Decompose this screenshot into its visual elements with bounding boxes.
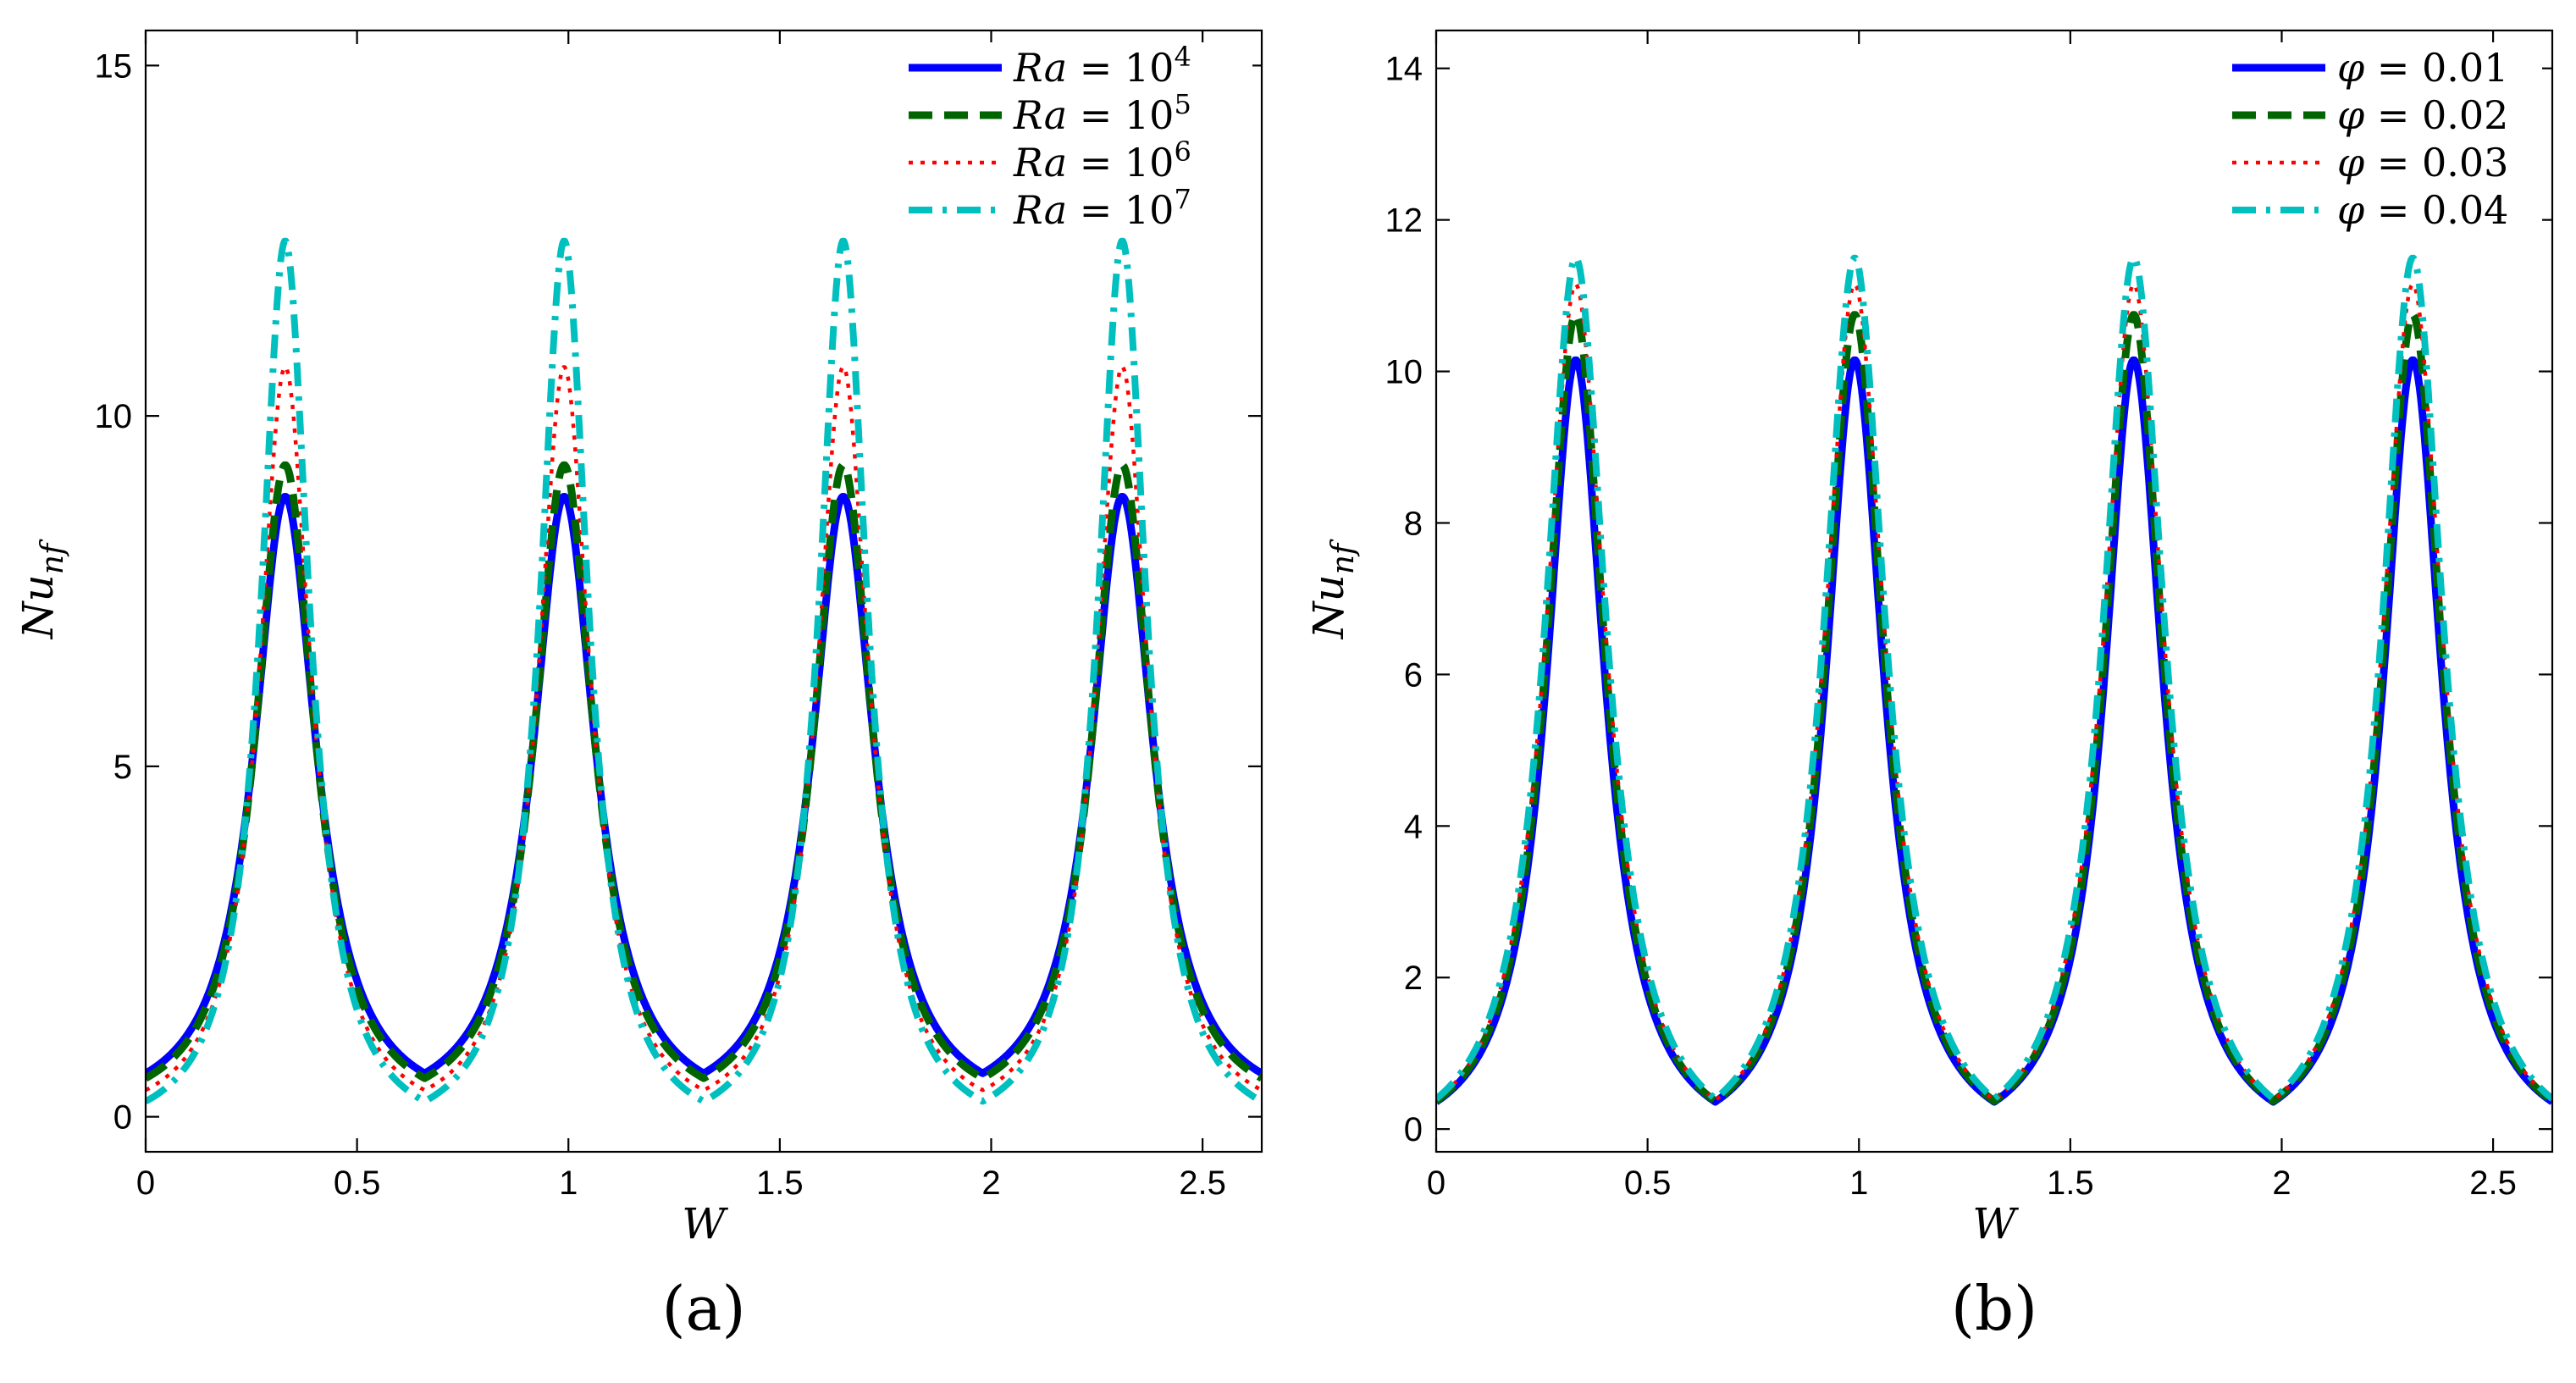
x-axis-label: W — [682, 1199, 728, 1248]
legend: φ = 0.01φ = 0.02φ = 0.03φ = 0.04 — [2225, 42, 2542, 237]
legend-label-3: Ra = 106 — [1013, 136, 1191, 185]
y-axis-label: Nunf — [1304, 539, 1361, 639]
y-tick-label: 2 — [1404, 960, 1423, 997]
series-line-1 — [1436, 356, 2552, 1106]
x-tick-label: 0.5 — [1624, 1164, 1672, 1202]
x-tick-label: 0 — [136, 1164, 155, 1202]
x-tick-label: 0.5 — [334, 1164, 381, 1202]
x-tick-label: 1.5 — [756, 1164, 804, 1202]
series-line-1 — [146, 493, 1262, 1077]
y-tick-label: 8 — [1404, 505, 1423, 542]
y-tick-label: 12 — [1385, 202, 1423, 240]
series-line-2 — [146, 461, 1262, 1082]
y-tick-label: 5 — [113, 749, 132, 786]
x-tick-label: 1 — [559, 1164, 578, 1202]
y-tick-label: 6 — [1404, 656, 1423, 694]
series-line-4 — [1436, 254, 2552, 1103]
legend-label-1: Ra = 104 — [1013, 41, 1191, 91]
legend-label-4: φ = 0.04 — [2337, 187, 2508, 233]
series-line-2 — [1436, 311, 2552, 1105]
y-tick-label: 0 — [113, 1099, 132, 1137]
x-axis-label: W — [1972, 1199, 2019, 1248]
x-tick-label: 1 — [1849, 1164, 1868, 1202]
panel-label: (b) — [1951, 1273, 2037, 1344]
y-tick-label: 15 — [95, 47, 133, 85]
series-group — [1436, 254, 2552, 1106]
x-tick-label: 2 — [2272, 1164, 2291, 1202]
y-tick-label: 10 — [1385, 354, 1423, 391]
y-tick-label: 0 — [1404, 1111, 1423, 1148]
legend-label-1: φ = 0.01 — [2337, 45, 2508, 91]
legend-label-2: Ra = 105 — [1013, 88, 1191, 138]
y-axis-label: Nunf — [14, 539, 70, 639]
y-tick-label: 4 — [1404, 808, 1423, 845]
y-tick-label: 14 — [1385, 51, 1423, 88]
legend-label-2: φ = 0.02 — [2337, 92, 2508, 138]
series-group — [146, 237, 1262, 1105]
x-tick-label: 1.5 — [2047, 1164, 2094, 1202]
x-tick-label: 2.5 — [2469, 1164, 2517, 1202]
x-tick-label: 0 — [1427, 1164, 1446, 1202]
series-line-4 — [146, 237, 1262, 1105]
axes-frame — [144, 29, 1263, 1153]
legend-label-4: Ra = 107 — [1013, 183, 1191, 233]
x-tick-label: 2 — [981, 1164, 1000, 1202]
axes-frame — [1434, 29, 2554, 1153]
x-tick-label: 2.5 — [1179, 1164, 1226, 1202]
y-tick-label: 10 — [95, 398, 133, 435]
legend-label-3: φ = 0.03 — [2337, 140, 2508, 185]
panel-label: (a) — [661, 1273, 745, 1344]
